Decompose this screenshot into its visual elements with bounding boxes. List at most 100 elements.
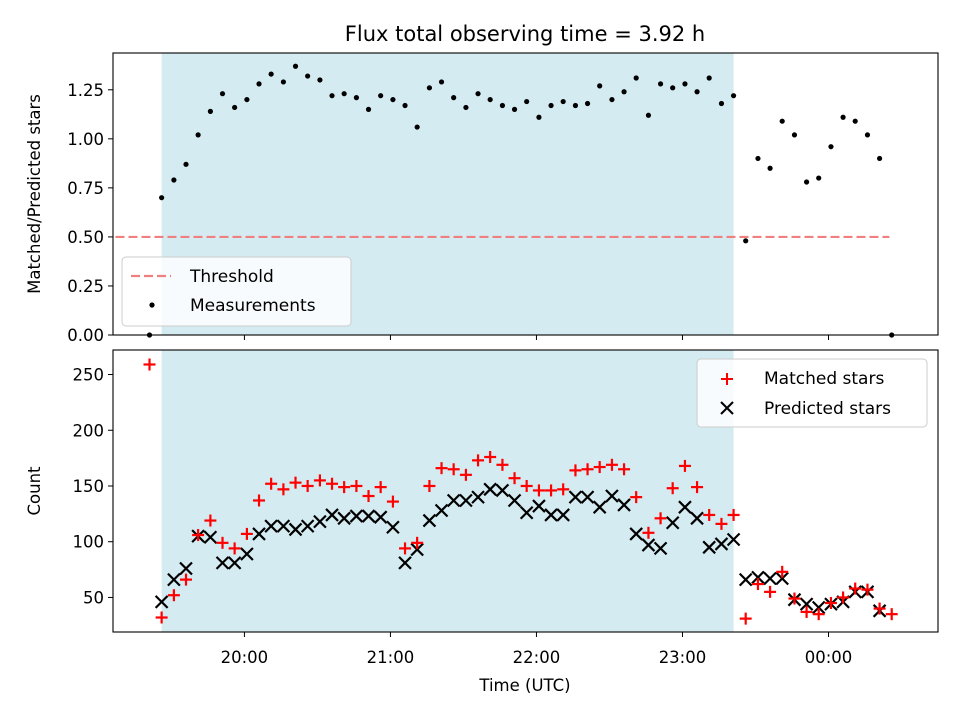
- predicted-star-point: [592, 500, 607, 514]
- measurement-point: [499, 102, 506, 109]
- predicted-star-point: [276, 519, 291, 533]
- predicted-star-point: [665, 515, 680, 530]
- measurement-point: [657, 81, 664, 87]
- measurement-point: [232, 104, 238, 111]
- matched-star-point: [167, 589, 180, 602]
- bottom-y-axis-label: Count: [25, 466, 44, 516]
- bottom-x-axis-ticks: 20:00 21:00 22:00 23:00 00:00: [221, 632, 853, 667]
- x-tick-label: 23:00: [659, 648, 707, 667]
- top-legend: Threshold Measurements: [121, 256, 352, 327]
- predicted-star-point: [386, 520, 400, 535]
- bottom-y-tick-label: 150: [73, 477, 105, 496]
- matched-star-point: [545, 484, 558, 497]
- predicted-star-point: [811, 600, 826, 615]
- predicted-star-point: [580, 490, 595, 504]
- predicted-star-point: [483, 482, 497, 497]
- predicted-star-point: [410, 542, 424, 557]
- predicted-star-point: [288, 522, 303, 537]
- matched-star-point: [764, 585, 777, 598]
- predicted-star-point: [471, 490, 485, 504]
- predicted-star-point: [179, 561, 193, 576]
- matched-star-point: [289, 476, 302, 489]
- bottom-y-tick-label: 250: [73, 366, 105, 385]
- measurement-point: [244, 96, 250, 103]
- matched-star-point: [411, 536, 424, 549]
- measurement-points: [146, 63, 895, 338]
- measurement-point: [341, 91, 347, 97]
- top-y-tick-label: 0.75: [67, 179, 104, 198]
- matched-star-point: [642, 526, 655, 539]
- bottom-plot-frame: [112, 349, 939, 633]
- top-x-axis-ticks: [243, 335, 829, 340]
- matched-star-point: [739, 612, 752, 625]
- legend-matched-label: Matched stars: [764, 369, 884, 389]
- matched-star-point: [861, 583, 874, 596]
- predicted-star-point: [361, 509, 376, 523]
- x-tick-label: 20:00: [221, 648, 269, 667]
- x-tick-label: 00:00: [805, 648, 853, 667]
- measurement-point: [584, 100, 591, 107]
- matched-star-point: [751, 578, 764, 591]
- predicted-star-point: [556, 508, 570, 522]
- matched-star-point: [326, 477, 339, 490]
- measurement-point: [621, 89, 627, 95]
- bottom-y-tick-label: 200: [73, 421, 105, 440]
- measurement-point: [402, 102, 408, 109]
- predicted-star-point: [215, 556, 230, 570]
- measurement-point: [183, 161, 189, 167]
- matched-star-point: [484, 451, 497, 464]
- predicted-star-point: [605, 489, 619, 503]
- measurement-point: [828, 144, 834, 150]
- predicted-star-point: [641, 538, 656, 552]
- measurement-point: [463, 104, 469, 111]
- matched-star-point: [520, 479, 533, 492]
- matched-star-point: [447, 463, 460, 476]
- matched-star-point: [593, 461, 606, 474]
- legend-measurement-swatch: [149, 302, 155, 308]
- measurement-point: [803, 179, 810, 185]
- matched-star-point: [228, 542, 241, 555]
- matched-star-point: [265, 477, 278, 490]
- matched-star-point: [630, 491, 643, 504]
- measurement-point: [329, 93, 335, 99]
- matched-star-point: [666, 482, 679, 495]
- top-plot-frame: [112, 52, 939, 336]
- top-y-axis-ticks: 0.00 0.25 0.50 0.75 1.00 1.25: [67, 81, 113, 345]
- measurement-point: [268, 71, 274, 77]
- measurement-point: [487, 96, 493, 103]
- bottom-shaded-span: [161, 350, 734, 632]
- matched-star-point: [301, 479, 314, 492]
- predicted-star-point: [544, 508, 558, 522]
- top-y-tick-label: 1.00: [67, 130, 104, 149]
- matched-star-point: [508, 472, 521, 485]
- measurement-point: [159, 195, 165, 201]
- matched-star-point: [399, 542, 412, 555]
- predicted-star-point: [398, 556, 412, 570]
- matched-star-point: [313, 474, 326, 487]
- predicted-star-point: [714, 537, 729, 551]
- matched-star-point: [703, 508, 716, 521]
- measurement-point: [682, 81, 688, 87]
- x-tick-label: 22:00: [513, 648, 561, 667]
- predicted-star-point: [252, 527, 266, 541]
- measurement-point: [451, 95, 457, 101]
- predicted-star-point: [459, 493, 473, 508]
- matched-star-point: [788, 592, 801, 605]
- matched-star-point: [824, 597, 837, 610]
- predicted-star-point: [568, 490, 583, 504]
- matched-star-point: [180, 573, 193, 586]
- matched-star-point: [618, 463, 631, 476]
- x-axis-label: Time (UTC): [478, 676, 570, 695]
- measurement-point: [791, 132, 798, 138]
- top-y-tick-label: 0.00: [67, 326, 104, 345]
- x-tick-label: 21:00: [367, 648, 415, 667]
- matched-star-point: [691, 481, 704, 494]
- matched-star-point: [885, 608, 898, 621]
- measurement-point: [572, 102, 579, 109]
- measurement-point: [524, 98, 530, 105]
- legend-predicted-swatch: [720, 401, 734, 415]
- measurement-point: [426, 85, 433, 91]
- matched-star-point: [350, 479, 363, 492]
- predicted-star-point: [240, 547, 254, 561]
- predicted-star-point: [313, 514, 327, 529]
